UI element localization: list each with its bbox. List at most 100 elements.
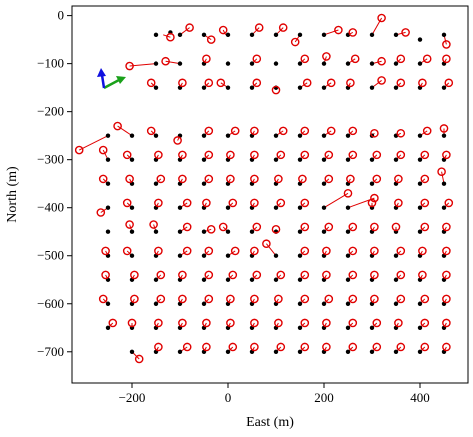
offset-circle bbox=[348, 294, 358, 304]
grid-point bbox=[417, 133, 423, 138]
offset-circle bbox=[125, 220, 134, 229]
grid-point bbox=[225, 32, 231, 38]
grid-point bbox=[249, 32, 255, 38]
offset-circle bbox=[370, 222, 379, 232]
grid-point bbox=[201, 181, 207, 186]
grid-point bbox=[321, 181, 327, 186]
grid-point bbox=[297, 277, 303, 282]
grid-point bbox=[201, 133, 207, 138]
grid-point bbox=[321, 157, 327, 162]
y-tick-label: −300 bbox=[37, 152, 64, 167]
arrow-x-head bbox=[116, 76, 126, 84]
grid-point bbox=[297, 349, 303, 354]
grid-point bbox=[297, 205, 303, 210]
offset-circle bbox=[206, 35, 216, 44]
offset-circle bbox=[391, 222, 401, 232]
offset-circle bbox=[202, 318, 211, 328]
grid-point bbox=[369, 61, 375, 66]
offset-circle bbox=[122, 150, 132, 160]
offset-circle bbox=[396, 150, 406, 160]
grid-point bbox=[393, 61, 399, 66]
y-tick-label: −700 bbox=[37, 344, 64, 359]
offset-circle bbox=[442, 150, 451, 160]
grid-point bbox=[105, 157, 111, 162]
offset-circle bbox=[250, 150, 259, 160]
offset-circle bbox=[396, 54, 406, 64]
y-tick-label: −600 bbox=[37, 296, 64, 311]
offset-circle bbox=[334, 25, 343, 35]
grid-point bbox=[321, 301, 327, 306]
offset-circle bbox=[377, 76, 386, 85]
orientation-arrows-icon bbox=[97, 68, 126, 90]
offset-circle bbox=[252, 270, 262, 280]
grid-point bbox=[369, 325, 375, 330]
grid-point bbox=[369, 32, 375, 38]
offset-circle bbox=[202, 54, 211, 64]
offset-circle bbox=[370, 193, 379, 203]
offset-circle bbox=[113, 121, 122, 131]
grid-point bbox=[345, 229, 351, 234]
offset-circle bbox=[422, 126, 432, 136]
offset-circle bbox=[204, 270, 214, 280]
grid-point bbox=[153, 133, 159, 138]
offset-circle bbox=[300, 222, 310, 232]
offset-circle bbox=[204, 246, 214, 256]
offset-circle bbox=[96, 208, 106, 217]
grid-point bbox=[369, 157, 375, 162]
offset-circle bbox=[161, 56, 170, 66]
grid-point bbox=[273, 349, 279, 354]
grid-point bbox=[225, 85, 231, 90]
offset-circle bbox=[326, 78, 336, 88]
offset-circle bbox=[370, 128, 379, 138]
offset-circle bbox=[252, 222, 262, 232]
grid-point bbox=[297, 61, 303, 66]
grid-point bbox=[273, 277, 279, 282]
offset-circle bbox=[370, 246, 379, 256]
grid-point bbox=[417, 325, 423, 330]
offset-circle bbox=[178, 150, 187, 160]
offset-circle bbox=[156, 294, 166, 304]
offset-circle bbox=[442, 222, 451, 232]
grid-point bbox=[273, 32, 279, 38]
offset-circle bbox=[226, 150, 235, 160]
grid-point bbox=[417, 37, 423, 42]
grid-point bbox=[273, 205, 279, 210]
grid-point bbox=[201, 301, 207, 306]
offset-circle bbox=[154, 198, 163, 208]
grid-point bbox=[129, 253, 135, 258]
grid-point bbox=[393, 157, 399, 162]
offset-circle bbox=[156, 270, 166, 280]
grid-point bbox=[177, 61, 183, 66]
grid-point bbox=[441, 85, 447, 90]
offset-circle bbox=[108, 318, 118, 328]
offset-circle bbox=[228, 342, 238, 352]
offset-circle bbox=[178, 174, 187, 184]
offset-circle bbox=[182, 246, 192, 256]
offset-circle bbox=[149, 220, 158, 229]
grid-points-layer bbox=[105, 30, 447, 354]
offset-circle bbox=[274, 294, 283, 304]
offset-circle bbox=[396, 270, 406, 280]
grid-point bbox=[153, 277, 159, 282]
grid-point bbox=[225, 349, 231, 354]
offset-circle bbox=[444, 198, 454, 208]
offset-circle bbox=[370, 270, 379, 280]
grid-point bbox=[321, 133, 327, 138]
offset-circle bbox=[154, 342, 163, 352]
offset-circle bbox=[442, 294, 451, 304]
offset-circle bbox=[348, 28, 358, 37]
offset-circle bbox=[101, 246, 110, 256]
offset-circle bbox=[98, 174, 108, 184]
offset-circle bbox=[372, 342, 382, 352]
offset-circle bbox=[166, 32, 175, 42]
offset-line bbox=[117, 125, 133, 137]
grid-point bbox=[225, 61, 231, 66]
offset-circle bbox=[127, 318, 137, 328]
grid-point bbox=[393, 349, 399, 354]
y-tick-label: 0 bbox=[58, 8, 65, 23]
offset-circle bbox=[322, 52, 331, 61]
offset-circle bbox=[250, 126, 259, 136]
offset-circle bbox=[300, 198, 310, 208]
offset-circle bbox=[396, 342, 406, 352]
offset-circle bbox=[178, 294, 187, 304]
